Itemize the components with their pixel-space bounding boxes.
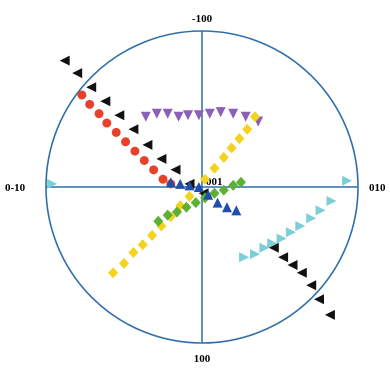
marker-s3-p4 [183, 110, 193, 121]
marker-s7-p0 [47, 178, 58, 189]
marker-s7-p10 [250, 249, 260, 260]
marker-s4-p8 [184, 190, 195, 202]
marker-s0-p8 [149, 165, 159, 175]
marker-s1-p5 [128, 124, 139, 135]
marker-s1-p6 [142, 139, 153, 150]
label-left: 0-10 [5, 182, 26, 194]
marker-s6-p3 [193, 182, 204, 192]
marker-s4-p4 [147, 229, 158, 241]
marker-s5-p2 [172, 206, 182, 218]
marker-s4-p10 [209, 162, 220, 174]
marker-s3-p7 [215, 107, 226, 118]
marker-s7-p4 [306, 213, 317, 224]
marker-s1-p0 [59, 55, 70, 66]
marker-s2-p4 [306, 280, 317, 291]
marker-s2-p1 [278, 252, 289, 263]
marker-s6-p4 [203, 189, 214, 200]
marker-s7-p6 [285, 227, 296, 238]
marker-s4-p2 [128, 247, 139, 258]
label-bottom: 100 [194, 353, 211, 365]
marker-s5-p8 [228, 179, 239, 191]
marker-s0-p2 [94, 109, 104, 119]
marker-s4-p12 [226, 142, 237, 154]
marker-s3-p3 [173, 111, 184, 122]
marker-s7-p3 [315, 205, 326, 216]
marker-s4-p14 [242, 123, 253, 135]
marker-s0-p3 [102, 118, 112, 128]
marker-s0-p9 [158, 174, 168, 184]
marker-s3-p8 [228, 108, 239, 119]
marker-s7-p9 [259, 242, 270, 253]
marker-s0-p1 [85, 99, 95, 109]
marker-s2-p2 [287, 260, 298, 270]
marker-s0-p4 [111, 127, 121, 137]
marker-s3-p5 [193, 110, 204, 121]
marker-s7-p11 [239, 252, 250, 263]
marker-s7-p5 [295, 221, 306, 231]
label-center: 001 [206, 176, 223, 188]
marker-s0-p5 [121, 137, 131, 147]
marker-s5-p1 [162, 209, 173, 221]
marker-s6-p0 [165, 177, 176, 188]
marker-s5-p3 [181, 201, 192, 213]
marker-s5-p6 [209, 187, 220, 199]
marker-s2-p5 [314, 294, 324, 305]
marker-s7-p8 [267, 238, 278, 249]
marker-s6-p1 [175, 178, 186, 189]
marker-s6-p6 [222, 202, 232, 213]
marker-s2-p3 [296, 267, 307, 278]
marker-s6-p7 [231, 205, 242, 216]
marker-s5-p4 [190, 197, 201, 209]
marker-s5-p7 [218, 184, 229, 196]
marker-s4-p9 [200, 173, 211, 185]
marker-s4-p3 [137, 239, 148, 251]
marker-s5-p9 [236, 176, 246, 188]
marker-s4-p15 [250, 111, 260, 123]
marker-s7-p7 [276, 233, 287, 244]
marker-s0-p0 [77, 90, 87, 100]
marker-s7-p2 [326, 196, 337, 206]
marker-s5-p0 [153, 215, 164, 227]
marker-s1-p1 [72, 68, 83, 79]
label-right: 010 [369, 182, 386, 194]
marker-s4-p0 [108, 267, 119, 279]
marker-s1-p7 [156, 153, 167, 164]
marker-s0-p7 [139, 155, 149, 165]
data-markers [47, 55, 353, 320]
marker-s2-p6 [324, 309, 335, 320]
marker-s6-p2 [184, 180, 195, 191]
marker-s4-p13 [234, 133, 245, 145]
marker-s2-p0 [268, 242, 279, 253]
marker-s1-p4 [114, 110, 125, 121]
marker-s3-p6 [204, 108, 215, 119]
marker-s3-p0 [140, 111, 151, 122]
marker-s4-p11 [218, 151, 229, 163]
marker-s6-p5 [212, 197, 223, 208]
marker-s0-p6 [130, 146, 140, 156]
marker-s3-p1 [151, 108, 162, 119]
marker-s3-p2 [162, 108, 173, 119]
marker-s1-p2 [86, 82, 97, 93]
marker-s1-p3 [100, 96, 111, 107]
marker-s1-p8 [170, 164, 181, 175]
marker-s3-p9 [240, 111, 251, 122]
marker-s7-p1 [342, 175, 353, 186]
label-top: -100 [192, 13, 213, 25]
marker-s4-p1 [119, 257, 129, 269]
